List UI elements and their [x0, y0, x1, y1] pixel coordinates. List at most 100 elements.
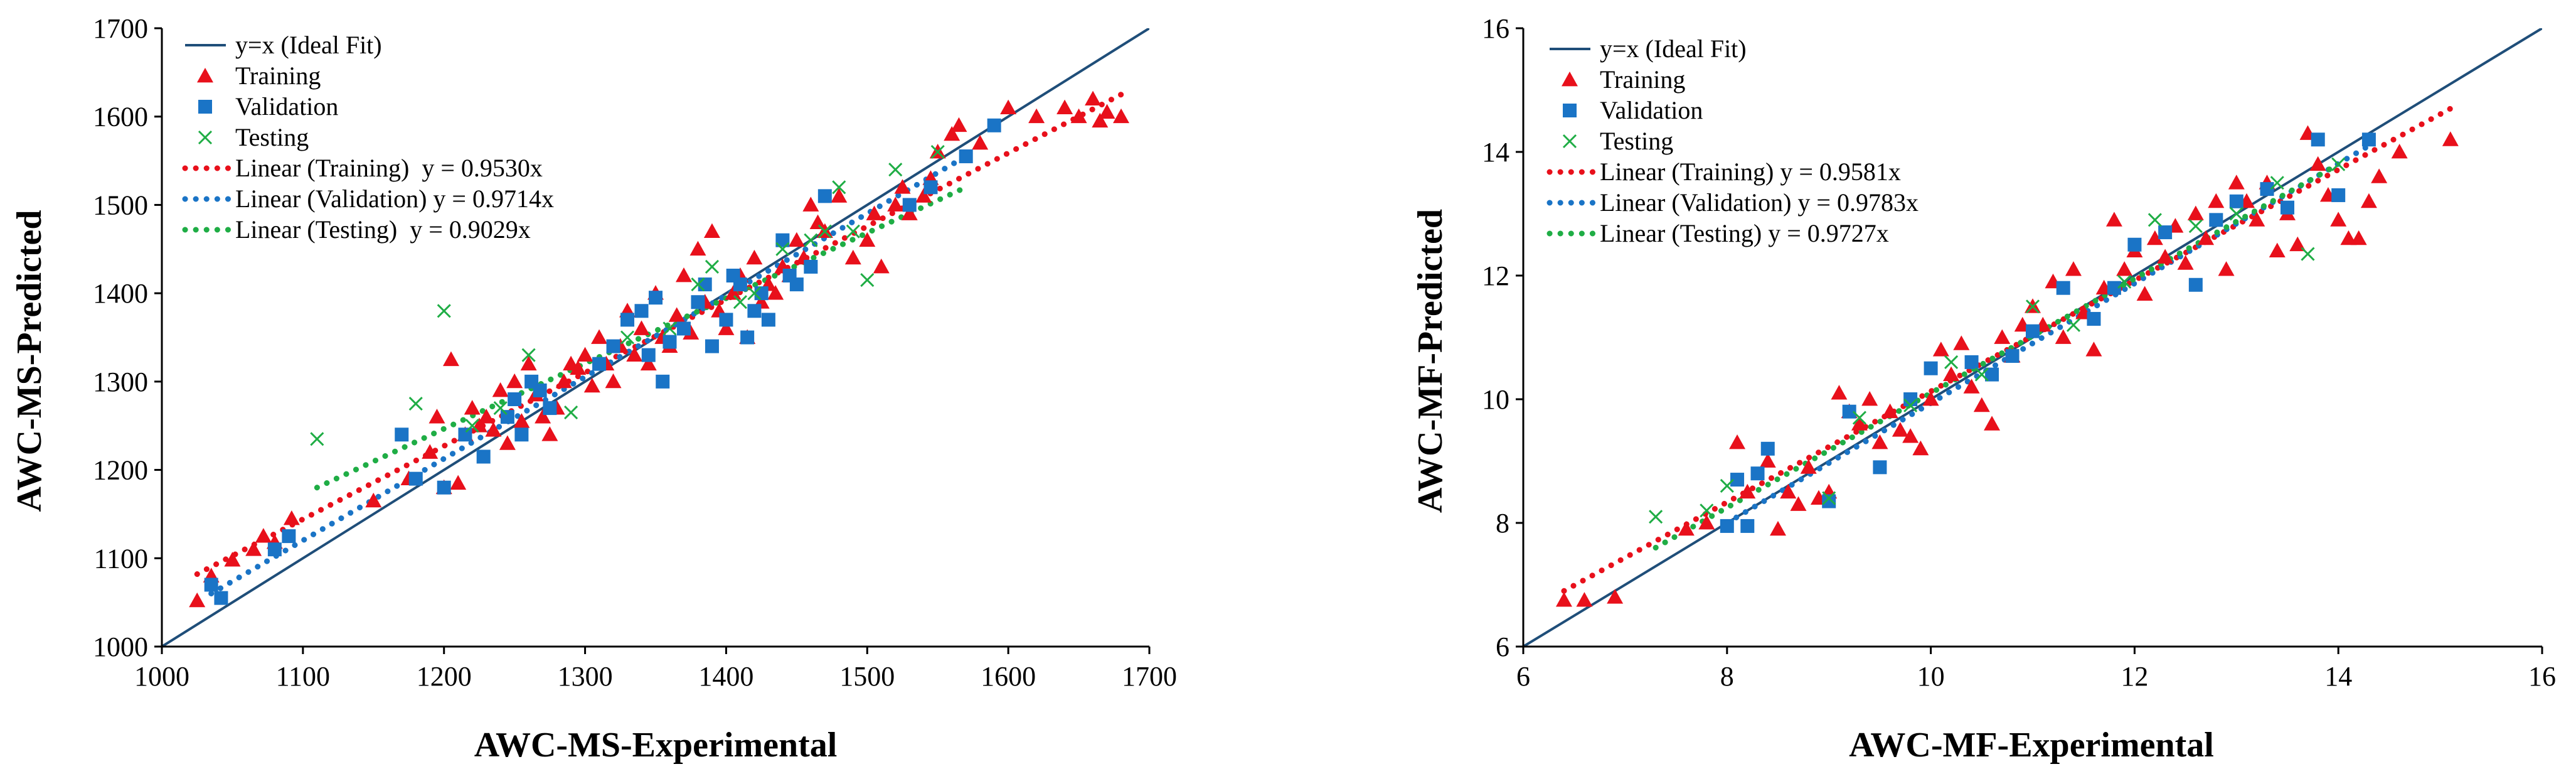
chart-mf-point-validation — [2087, 311, 2101, 326]
chart-ms-trendline-0 — [194, 92, 1124, 578]
chart-mf-point-validation — [2361, 132, 2376, 147]
chart-mf-point-testing — [1700, 503, 1714, 518]
chart-ms-point-training — [570, 360, 587, 375]
chart-ms-point-validation — [641, 348, 656, 362]
chart-mf-point-training — [1729, 434, 1746, 449]
chart-ms-point-validation — [663, 335, 677, 349]
chart-ms-legend-key-testing — [198, 130, 213, 145]
chart-mf-point-training — [1800, 459, 1817, 474]
chart-mf-point-validation — [1730, 473, 1745, 487]
chart-ms-point-training — [887, 196, 904, 212]
chart-ms-point-validation — [267, 542, 282, 557]
chart-ms-point-validation — [214, 591, 228, 605]
chart-ms-point-training — [746, 249, 763, 265]
chart-ms-point-training — [422, 444, 439, 459]
chart-mf-point-validation — [2209, 213, 2223, 227]
chart-ms-point-training — [767, 285, 784, 300]
chart-ms-point-training — [485, 422, 502, 437]
chart-mf-tick-labels: 6 8 10 12 14 16 6 8 10 12 14 16 — [1482, 13, 2556, 692]
chart-mf-point-training — [2249, 212, 2265, 227]
chart-ms-point-training — [224, 552, 241, 567]
chart-ms-y-tick-label: 1400 — [93, 278, 148, 309]
chart-ms-point-training — [718, 320, 735, 335]
chart-ms-point-training — [972, 134, 989, 150]
chart-mf-point-validation — [1964, 355, 1979, 369]
chart-ms-point-training — [555, 373, 572, 389]
chart-ms-point-testing — [408, 396, 423, 411]
chart-mf-point-training — [1943, 366, 1960, 381]
chart-ms-point-testing — [691, 277, 705, 292]
chart-mf-legend-label: Testing — [1600, 127, 1673, 155]
chart-mf-y-tick-label: 6 — [1496, 632, 1509, 662]
chart-ms-point-training — [535, 409, 551, 424]
chart-mf-legend-label: y=x (Ideal Fit) — [1600, 35, 1747, 63]
chart-mf-point-training — [1607, 589, 1624, 604]
chart-mf-point-training — [1770, 520, 1786, 536]
chart-ms-point-training — [365, 492, 382, 508]
chart-ms-point-validation — [740, 330, 755, 345]
chart-ms-point-training — [520, 355, 537, 371]
chart-mf-y-tick-label: 14 — [1482, 137, 1509, 168]
chart-mf-point-validation — [1760, 441, 1775, 456]
chart-mf-point-training — [2177, 255, 2194, 270]
chart-mf-legend-label: Linear (Training) y = 0.9581x — [1600, 158, 1901, 186]
chart-mf-point-training — [2350, 230, 2367, 245]
chart-mf-legend-label: Linear (Validation) y = 0.9783x — [1600, 188, 1919, 217]
chart-mf-x-tick-label: 14 — [2324, 661, 2352, 692]
chart-ms-point-testing — [832, 180, 846, 195]
chart-ms-point-validation — [775, 233, 790, 247]
chart-ms-point-training — [689, 240, 706, 256]
chart-ms-point-testing — [733, 295, 747, 309]
chart-mf-legend-key-training — [1562, 72, 1578, 87]
chart-ms-point-testing — [888, 163, 903, 177]
chart-ms-x-tick-label: 1500 — [839, 661, 895, 692]
chart-mf-point-training — [1831, 385, 1848, 400]
chart-mf-x-tick-label: 16 — [2528, 661, 2556, 692]
chart-ms-legend-key-training — [197, 68, 213, 83]
chart-ms-point-testing — [817, 224, 832, 239]
chart-mf-point-validation — [2281, 200, 2294, 215]
chart-ms-x-tick-label: 1300 — [558, 661, 613, 692]
chart-mf-point-training — [1678, 520, 1695, 536]
chart-ms-point-validation — [761, 313, 775, 327]
chart-mf-point-validation — [2229, 194, 2243, 208]
chart-ms-point-training — [626, 347, 643, 362]
chart-mf-trendline-2 — [1653, 161, 2341, 551]
chart-ms-point-training — [1099, 104, 1115, 119]
chart-ms-point-validation — [592, 357, 607, 371]
chart-ms-point-validation — [987, 118, 1001, 132]
chart-mf-point-testing — [1974, 367, 1989, 382]
chart-ms-point-validation — [754, 286, 769, 301]
chart-mf-point-training — [2228, 175, 2245, 190]
chart-ms-point-testing — [465, 419, 479, 433]
chart-ms-point-testing — [846, 224, 860, 239]
chart-mf-point-training — [1953, 335, 1970, 350]
chart-mf-y-tick-label: 8 — [1496, 508, 1509, 539]
chart-mf-point-testing — [2117, 274, 2132, 289]
chart-ms-point-training — [873, 258, 890, 274]
chart-ms-point-training — [1000, 99, 1017, 115]
chart-ms-y-tick-label: 1000 — [93, 632, 148, 662]
chart-ms-point-training — [831, 188, 848, 203]
chart-ms-axes — [154, 27, 1151, 654]
chart-ms-trendline-1 — [208, 153, 969, 597]
chart-mf-point-training — [1851, 416, 1868, 431]
chart-ms-x-tick-label: 1100 — [276, 661, 330, 692]
chart-ms-x-tick-label: 1200 — [417, 661, 472, 692]
chart-mf-point-training — [2065, 261, 2082, 276]
chart-ms-point-training — [675, 267, 692, 282]
chart-ms-point-validation — [902, 198, 917, 212]
chart-ms-point-training — [283, 510, 300, 525]
chart-ms-point-training — [640, 355, 657, 371]
chart-mf-point-training — [2187, 205, 2204, 220]
chart-mf-point-validation — [1903, 392, 1918, 406]
chart-ms-y-axis-label: AWC-MS-Predicted — [10, 210, 49, 512]
chart-mf-point-validation — [2026, 324, 2040, 338]
chart-mf-point-training — [2136, 286, 2153, 301]
chart-mf-point-training — [2309, 156, 2326, 171]
chart-mf-point-training — [2391, 144, 2408, 159]
chart-mf-point-testing — [2025, 299, 2040, 314]
chart-ms-legend-label: Linear (Validation) y = 0.9714x — [235, 185, 554, 213]
chart-mf-point-validation — [2311, 132, 2325, 147]
chart-ms-point-testing — [804, 233, 818, 247]
